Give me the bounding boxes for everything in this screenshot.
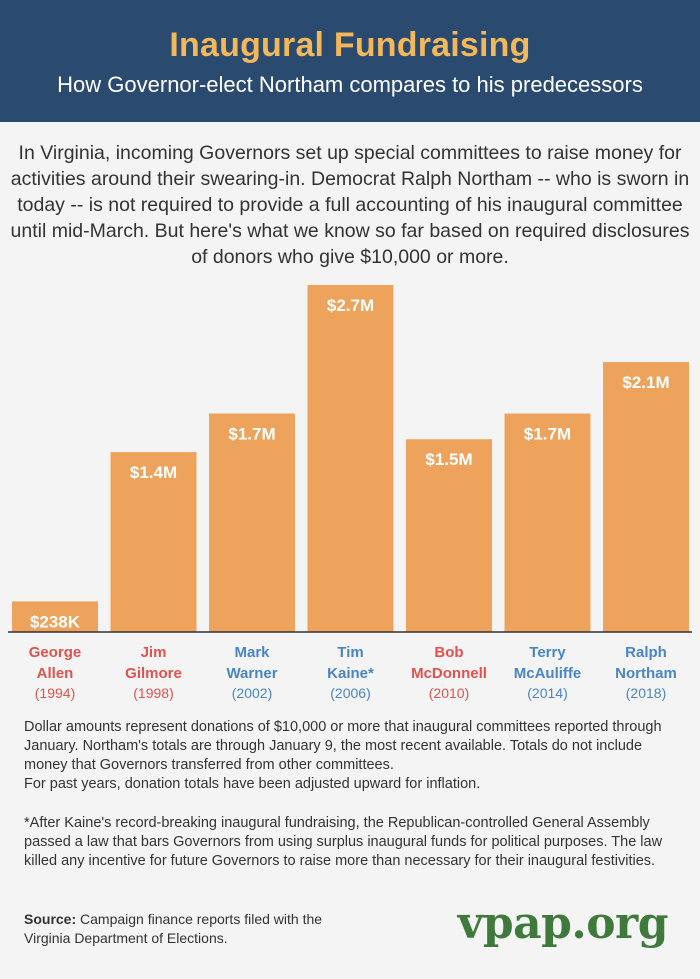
note-line: Dollar amounts represent donations of $1… xyxy=(24,719,662,773)
category-label: Gilmore xyxy=(125,665,182,682)
header-banner: Inaugural Fundraising How Governor-elect… xyxy=(0,0,700,122)
source-text: Campaign finance reports filed with the … xyxy=(24,911,323,946)
kaine-footnote: *After Kaine's record-breaking inaugural… xyxy=(24,815,663,869)
page-subtitle: How Governor-elect Northam compares to h… xyxy=(57,72,643,97)
page-title: Inaugural Fundraising xyxy=(169,26,531,64)
source-label: Source: xyxy=(24,911,77,927)
bar-chart: $238K George Allen (1994) $1.4M Jim Gilmore (19… xyxy=(8,285,692,701)
bar xyxy=(603,362,689,632)
category-label: Allen xyxy=(37,665,74,682)
category-label: Northam xyxy=(615,665,677,682)
bar-value-label: $1.7M xyxy=(524,425,571,444)
category-label: Warner xyxy=(226,665,277,682)
category-label: George xyxy=(29,644,82,661)
bar xyxy=(307,285,394,632)
bar-value-label: $2.7M xyxy=(327,296,374,315)
category-label: Tim xyxy=(337,644,363,661)
bar xyxy=(12,601,98,632)
category-year: (2010) xyxy=(429,685,469,701)
category-label: Ralph xyxy=(625,644,667,661)
vpap-logo: vpap.org xyxy=(457,898,669,949)
bar xyxy=(406,439,492,632)
bar xyxy=(209,413,295,632)
category-year: (2006) xyxy=(330,685,370,701)
category-label: McAuliffe xyxy=(514,665,582,682)
category-label: McDonnell xyxy=(411,665,487,682)
bar-value-label: $238K xyxy=(30,612,81,631)
bar xyxy=(504,413,591,632)
bar-value-label: $1.7M xyxy=(228,425,275,444)
category-label: Terry xyxy=(529,644,566,661)
note-line: For past years, donation totals have bee… xyxy=(24,776,481,792)
category-year: (2014) xyxy=(527,685,567,701)
intro-paragraph: In Virginia, incoming Governors set up s… xyxy=(10,142,690,268)
source-note: Source: Campaign finance reports filed w… xyxy=(24,910,364,948)
bar-value-label: $1.5M xyxy=(425,450,472,469)
bar-value-label: $2.1M xyxy=(622,373,669,392)
methodology-notes: Dollar amounts represent donations of $1… xyxy=(24,718,686,794)
bar-value-label: $1.4M xyxy=(130,463,177,482)
category-label: Mark xyxy=(234,644,270,661)
category-year: (2018) xyxy=(626,685,666,701)
category-year: (1998) xyxy=(133,685,173,701)
category-year: (2002) xyxy=(232,685,272,701)
category-year: (1994) xyxy=(35,685,75,701)
bar xyxy=(110,452,197,632)
category-label: Bob xyxy=(434,644,463,661)
category-label: Jim xyxy=(141,644,167,661)
category-label: Kaine* xyxy=(327,665,374,682)
